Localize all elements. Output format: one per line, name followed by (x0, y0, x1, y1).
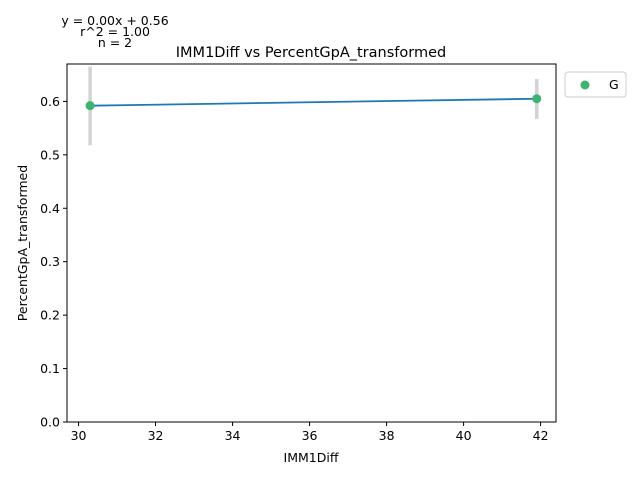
y-tick-label: 0.3 (40, 254, 60, 269)
n-annotation: n = 2 (98, 35, 132, 50)
y-tick-label: 0.0 (40, 415, 60, 430)
legend-marker-g (580, 80, 590, 90)
y-tick-label: 0.4 (40, 201, 60, 216)
x-tick-label: 40 (456, 428, 472, 443)
legend-label-g: G (609, 77, 619, 92)
legend-frame (564, 71, 627, 98)
x-tick-label: 34 (225, 428, 241, 443)
x-axis-label: IMM1Diff (284, 450, 339, 465)
data-point (532, 94, 542, 104)
regression-line (90, 97, 537, 107)
x-tick-label: 38 (379, 428, 395, 443)
y-tick-label: 0.1 (40, 361, 60, 376)
axes-frame (66, 63, 557, 423)
y-axis: 0.0 0.1 0.2 0.3 0.4 0.5 0.6 (40, 94, 67, 430)
x-tick-label: 32 (148, 428, 164, 443)
data-point (85, 101, 95, 111)
chart-title: IMM1Diff vs PercentGpA_transformed (176, 45, 446, 61)
y-tick-label: 0.5 (40, 147, 60, 162)
x-tick-label: 36 (302, 428, 318, 443)
equation-annotation: y = 0.00x + 0.56 (61, 13, 168, 28)
legend: G (564, 71, 627, 98)
x-tick-label: 30 (71, 428, 87, 443)
r2-annotation: r^2 = 1.00 (80, 24, 150, 39)
y-axis-label: PercentGpA_transformed (15, 165, 30, 321)
x-tick-label: 42 (533, 428, 549, 443)
y-tick-label: 0.2 (40, 308, 60, 323)
y-tick-label: 0.6 (40, 94, 60, 109)
x-axis: 30 32 34 36 38 40 42 (71, 422, 549, 443)
plot-area (85, 66, 542, 146)
annotation-block: y = 0.00x + 0.56 r^2 = 1.00 n = 2 (61, 13, 168, 50)
